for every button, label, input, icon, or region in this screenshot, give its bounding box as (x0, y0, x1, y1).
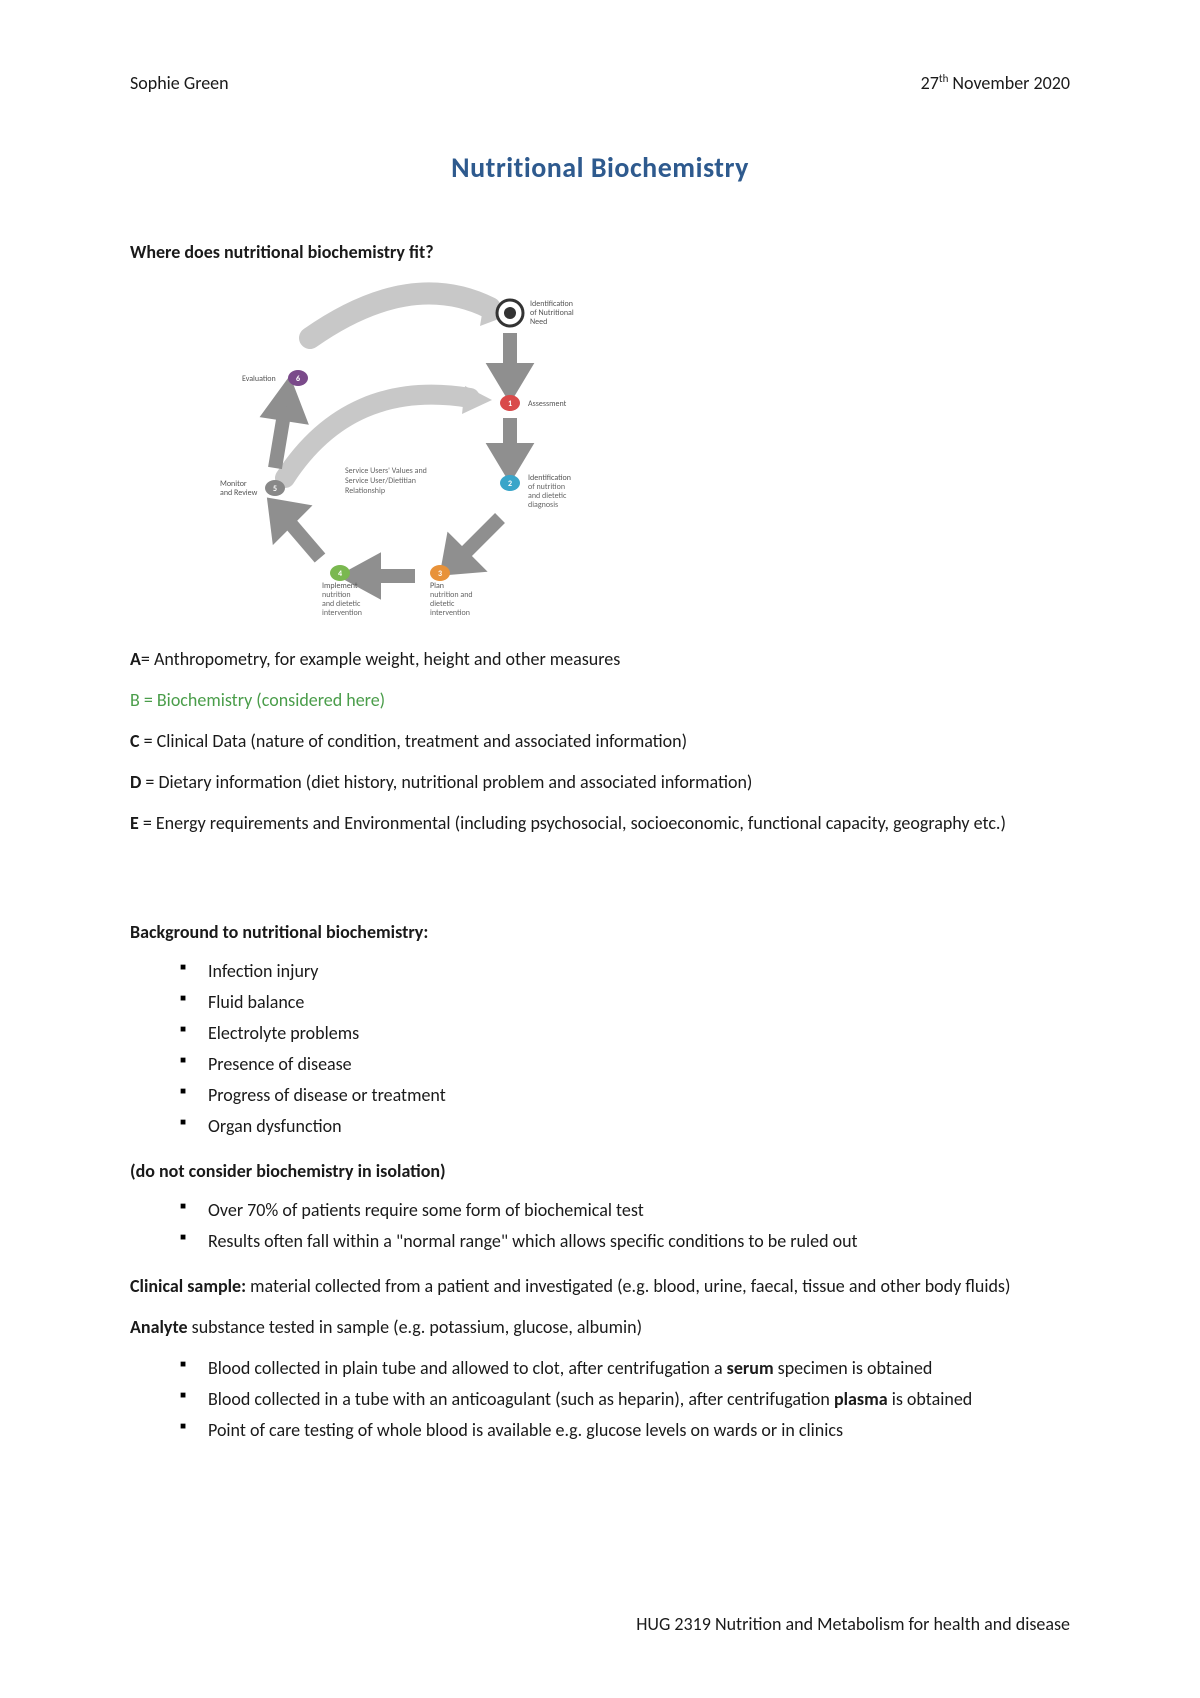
svg-text:Evaluation: Evaluation (242, 374, 276, 384)
nutrition-cycle-diagram: Service Users' Values and Service User/D… (190, 278, 630, 626)
svg-text:3: 3 (438, 569, 442, 579)
list-item: Electrolyte problems (180, 1020, 1070, 1047)
def-e: E = Energy requirements and Environmenta… (130, 810, 1070, 837)
analyte-def: Analyte substance tested in sample (e.g.… (130, 1314, 1070, 1341)
svg-text:Assessment: Assessment (528, 399, 567, 409)
list-item: Fluid balance (180, 989, 1070, 1016)
isolation-note: (do not consider biochemistry in isolati… (130, 1158, 1070, 1185)
svg-text:2: 2 (508, 479, 512, 489)
diagram-center-text: Service Users' Values and Service User/D… (345, 466, 429, 496)
list-item: Blood collected in plain tube and allowe… (180, 1355, 1070, 1382)
clinical-sample-def: Clinical sample: material collected from… (130, 1273, 1070, 1300)
section-heading-fit: Where does nutritional biochemistry fit? (130, 239, 1070, 266)
def-a: A= Anthropometry, for example weight, he… (130, 646, 1070, 673)
svg-text:1: 1 (508, 399, 512, 409)
svg-text:Identificationof NutritionalNe: Identificationof NutritionalNeed (530, 299, 574, 327)
stats-list: Over 70% of patients require some form o… (130, 1197, 1070, 1255)
list-item: Results often fall within a "normal rang… (180, 1228, 1070, 1255)
document-date: 27th November 2020 (921, 70, 1070, 97)
def-c: C = Clinical Data (nature of condition, … (130, 728, 1070, 755)
svg-text:Identificationof nutritionand: Identificationof nutritionand dieteticdi… (528, 473, 571, 510)
page-header: Sophie Green 27th November 2020 (130, 70, 1070, 97)
svg-text:Implementnutritionand dietetic: Implementnutritionand dieteticinterventi… (322, 581, 362, 618)
list-item: Over 70% of patients require some form o… (180, 1197, 1070, 1224)
list-item: Infection injury (180, 958, 1070, 985)
svg-text:4: 4 (338, 569, 342, 579)
author-name: Sophie Green (130, 70, 229, 97)
list-item: Progress of disease or treatment (180, 1082, 1070, 1109)
page-title: Nutritional Biochemistry (130, 147, 1070, 189)
svg-text:5: 5 (273, 484, 277, 494)
list-item: Presence of disease (180, 1051, 1070, 1078)
svg-text:Plannutrition anddieteticinter: Plannutrition anddieteticintervention (430, 581, 473, 618)
background-heading: Background to nutritional biochemistry: (130, 919, 1070, 946)
def-d: D = Dietary information (diet history, n… (130, 769, 1070, 796)
blood-list: Blood collected in plain tube and allowe… (130, 1355, 1070, 1444)
svg-text:Monitorand Review: Monitorand Review (220, 479, 258, 498)
list-item: Blood collected in a tube with an antico… (180, 1386, 1070, 1413)
list-item: Organ dysfunction (180, 1113, 1070, 1140)
background-list: Infection injury Fluid balance Electroly… (130, 958, 1070, 1140)
svg-text:6: 6 (296, 374, 300, 384)
list-item: Point of care testing of whole blood is … (180, 1417, 1070, 1444)
page-footer: HUG 2319 Nutrition and Metabolism for he… (636, 1611, 1070, 1638)
def-b: B = Biochemistry (considered here) (130, 687, 1070, 714)
